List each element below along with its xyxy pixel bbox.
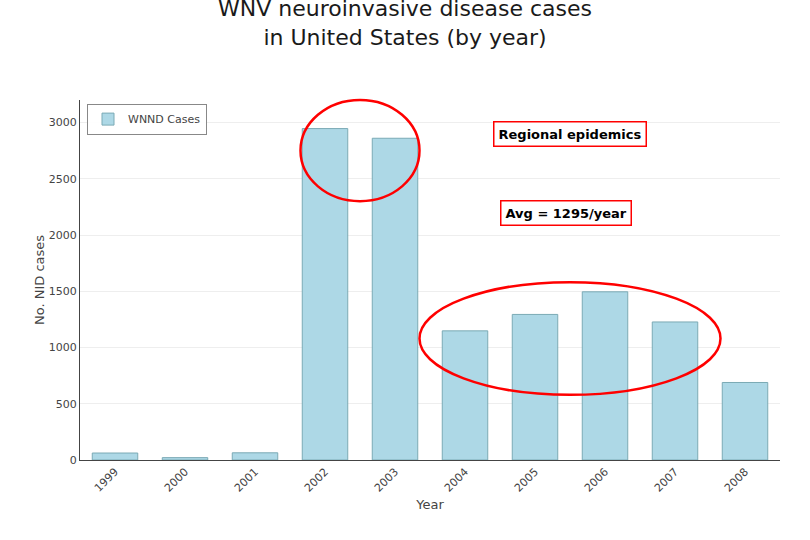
- svg-text:2005: 2005: [512, 466, 541, 495]
- svg-text:2007: 2007: [652, 466, 681, 495]
- svg-text:500: 500: [56, 398, 77, 411]
- svg-text:2003: 2003: [372, 466, 401, 495]
- svg-text:Regional epidemics: Regional epidemics: [499, 127, 642, 142]
- svg-text:Year: Year: [415, 497, 444, 512]
- svg-text:No. NID cases: No. NID cases: [32, 235, 47, 325]
- svg-text:2000: 2000: [49, 229, 77, 242]
- svg-text:2001: 2001: [232, 466, 261, 495]
- svg-text:2002: 2002: [302, 466, 331, 495]
- svg-text:WNV neuroinvasive disease case: WNV neuroinvasive disease casesin United…: [218, 0, 592, 50]
- svg-text:2008: 2008: [722, 466, 751, 495]
- svg-text:WNND Cases: WNND Cases: [128, 113, 200, 126]
- svg-text:2500: 2500: [49, 173, 77, 186]
- svg-text:3000: 3000: [49, 116, 77, 129]
- svg-text:1000: 1000: [49, 341, 77, 354]
- svg-text:0: 0: [70, 454, 77, 467]
- svg-text:2004: 2004: [442, 466, 471, 495]
- svg-text:1500: 1500: [49, 285, 77, 298]
- svg-text:2000: 2000: [162, 466, 191, 495]
- svg-text:1999: 1999: [92, 466, 121, 495]
- svg-text:2006: 2006: [582, 466, 611, 495]
- svg-text:Avg = 1295/year: Avg = 1295/year: [506, 206, 627, 221]
